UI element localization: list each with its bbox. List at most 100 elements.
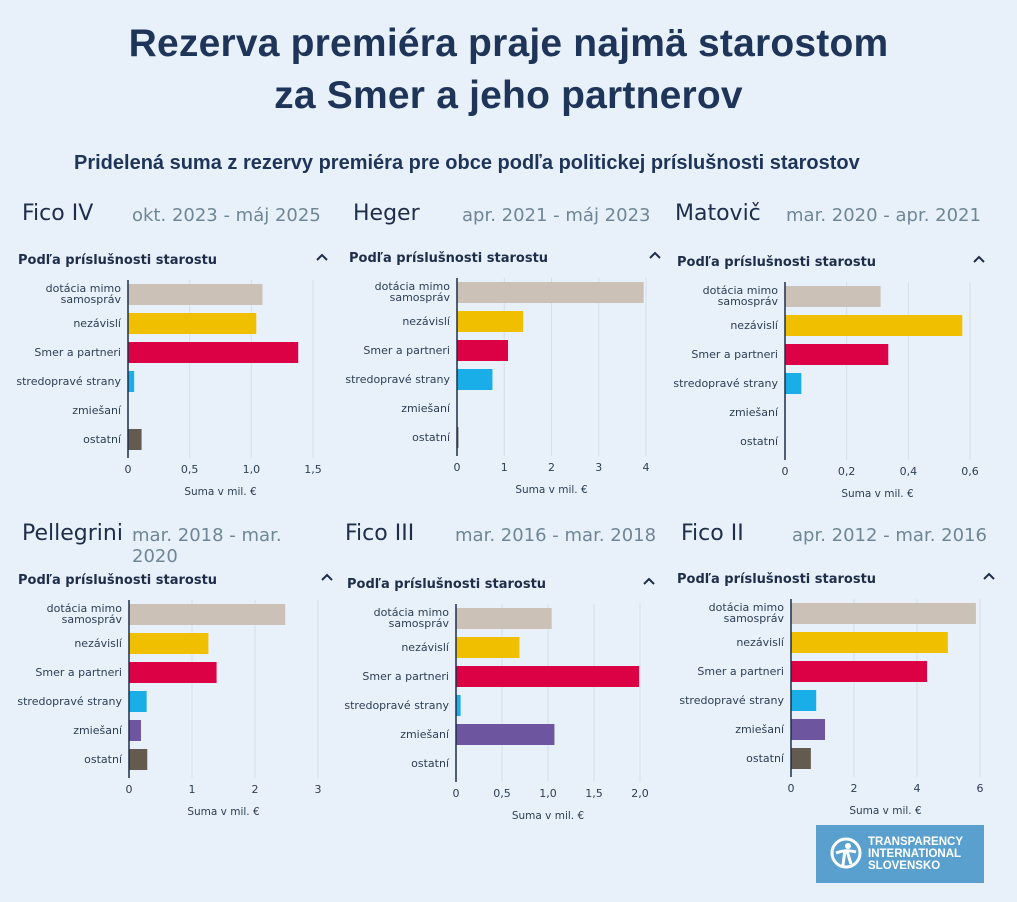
section-toggle[interactable]: Podľa príslušnosti starostu <box>18 253 218 268</box>
x-tick-label: 0,2 <box>838 465 856 478</box>
section-toggle[interactable]: Podľa príslušnosti starostu <box>677 255 877 270</box>
category-label: Smer a partneri <box>697 665 784 678</box>
chart-panel: Fico II apr. 2012 - mar. 2016 Podľa príslu… <box>665 515 995 825</box>
x-tick-label: 0 <box>453 787 460 800</box>
category-label: nezávislí <box>736 636 785 649</box>
bar-stredopraves[interactable] <box>128 371 135 392</box>
bar-zmiesani[interactable] <box>456 724 555 745</box>
bar-dotacia[interactable] <box>785 286 881 307</box>
category-label: ostatní <box>746 752 785 765</box>
chart-panel: Fico IV okt. 2023 - máj 2025 Podľa prísluš… <box>0 195 330 505</box>
bar-smer[interactable] <box>785 344 889 365</box>
x-tick-label: 3 <box>315 783 322 796</box>
x-axis-label: Suma v mil. € <box>512 810 584 822</box>
bar-stredopraves[interactable] <box>791 690 817 711</box>
bar-ostatni[interactable] <box>129 749 148 770</box>
x-axis-label: Suma v mil. € <box>515 484 587 496</box>
x-tick-label: 0 <box>782 465 789 478</box>
category-label: stredopravé strany <box>16 375 121 388</box>
period-label: mar. 2020 - apr. 2021 <box>786 205 981 226</box>
bar-chart: 0 0,5 1,0 1,5 dotácia mimo samospráv nezávislí… <box>16 280 322 498</box>
bar-ostatni[interactable] <box>791 748 811 769</box>
bar-smer[interactable] <box>791 661 928 682</box>
chevron-up-icon[interactable] <box>642 575 656 590</box>
bar-zmiesani[interactable] <box>129 720 141 741</box>
section-toggle[interactable]: Podľa príslušnosti starostu <box>349 251 549 266</box>
logo-line3: SLOVENSKO <box>868 860 941 872</box>
category-label: dotácia mimo samospráv <box>703 284 779 308</box>
bar-smer[interactable] <box>457 340 509 361</box>
bar-nezavisli[interactable] <box>457 311 524 332</box>
period-label: okt. 2023 - máj 2025 <box>132 205 321 226</box>
bar-nezavisli[interactable] <box>456 637 520 658</box>
bar-zmiesani[interactable] <box>791 719 826 740</box>
bar-stredopraves[interactable] <box>129 691 147 712</box>
bar-stredopraves[interactable] <box>456 695 461 716</box>
section-toggle[interactable]: Podľa príslušnosti starostu <box>18 573 218 588</box>
category-label: stredopravé strany <box>345 373 450 386</box>
government-name: Pellegrini <box>22 521 123 546</box>
chevron-up-icon[interactable] <box>315 251 329 266</box>
category-label: Smer a partneri <box>363 344 450 357</box>
bar-smer[interactable] <box>129 662 217 683</box>
bar-stredopraves[interactable] <box>457 369 493 390</box>
bar-chart: 0 1 2 3 4 dotácia mimo samospráv nezávislí Smer … <box>345 278 650 496</box>
bar-smer[interactable] <box>128 342 299 363</box>
bar-stredopraves[interactable] <box>785 373 802 394</box>
bar-nezavisli[interactable] <box>128 313 257 334</box>
x-tick-label: 4 <box>914 782 921 795</box>
bar-nezavisli[interactable] <box>785 315 963 336</box>
x-tick-label: 1,0 <box>539 787 557 800</box>
category-label: ostatní <box>740 435 779 448</box>
logo-line1: TRANSPARENCY <box>868 836 963 848</box>
chevron-up-icon[interactable] <box>972 253 986 268</box>
category-label: nezávislí <box>73 317 122 330</box>
bar-dotacia[interactable] <box>791 603 976 624</box>
bar-dotacia[interactable] <box>457 282 644 303</box>
section-toggle[interactable]: Podľa príslušnosti starostu <box>347 577 547 592</box>
section-toggle[interactable]: Podľa príslušnosti starostu <box>677 572 877 587</box>
x-tick-label: 1,5 <box>304 463 322 476</box>
category-label: ostatní <box>83 433 122 446</box>
category-label: stredopravé strany <box>679 694 784 707</box>
x-axis-label: Suma v mil. € <box>184 486 256 498</box>
chart-panel: Heger apr. 2021 - máj 2023 Podľa príslušno… <box>335 195 665 505</box>
chevron-up-icon[interactable] <box>982 570 996 585</box>
period-label: mar. 2018 - mar. 2020 <box>132 525 282 567</box>
category-label: zmiešaní <box>401 402 451 415</box>
chevron-up-icon[interactable] <box>648 249 662 264</box>
main-title-line1: Rezerva premiéra praje najmä starostom <box>128 22 889 65</box>
x-tick-label: 0,4 <box>900 465 918 478</box>
x-tick-label: 6 <box>977 782 984 795</box>
bar-nezavisli[interactable] <box>791 632 948 653</box>
government-name: Matovič <box>675 201 761 226</box>
subtitle: Pridelená suma z rezervy premiéra pre ob… <box>74 152 860 174</box>
bar-smer[interactable] <box>456 666 640 687</box>
category-label: nezávislí <box>74 637 123 650</box>
x-tick-label: 1 <box>189 783 196 796</box>
chevron-up-icon[interactable] <box>320 571 334 586</box>
category-label: nezávislí <box>730 319 779 332</box>
category-label: ostatní <box>84 753 123 766</box>
bar-chart: 0 0,2 0,4 0,6 dotácia mimo samospráv nezávislí… <box>673 282 979 500</box>
x-tick-label: 0 <box>126 783 133 796</box>
category-label: Smer a partneri <box>35 666 122 679</box>
category-label: Smer a partneri <box>691 348 778 361</box>
chart-panel: Fico III mar. 2016 - mar. 2018 Podľa prísl… <box>335 515 665 825</box>
period-label: apr. 2021 - máj 2023 <box>462 205 651 226</box>
bar-dotacia[interactable] <box>128 284 263 305</box>
x-tick-label: 3 <box>595 461 602 474</box>
chart-panel: Matovič mar. 2020 - apr. 2021 Podľa príslu… <box>665 195 995 505</box>
x-axis-label: Suma v mil. € <box>849 805 921 817</box>
transparency-international-logo[interactable]: TRANSPARENCY INTERNATIONAL SLOVENSKO <box>816 825 984 883</box>
category-label: dotácia mimo samospráv <box>46 282 122 306</box>
bar-dotacia[interactable] <box>129 604 286 625</box>
category-label: dotácia mimo samospráv <box>375 280 451 304</box>
x-tick-label: 0,6 <box>961 465 979 478</box>
x-tick-label: 1,0 <box>243 463 261 476</box>
category-label: dotácia mimo samospráv <box>47 602 123 626</box>
category-label: zmiešaní <box>400 728 450 741</box>
bar-ostatni[interactable] <box>128 429 142 450</box>
bar-dotacia[interactable] <box>456 608 552 629</box>
bar-nezavisli[interactable] <box>129 633 209 654</box>
